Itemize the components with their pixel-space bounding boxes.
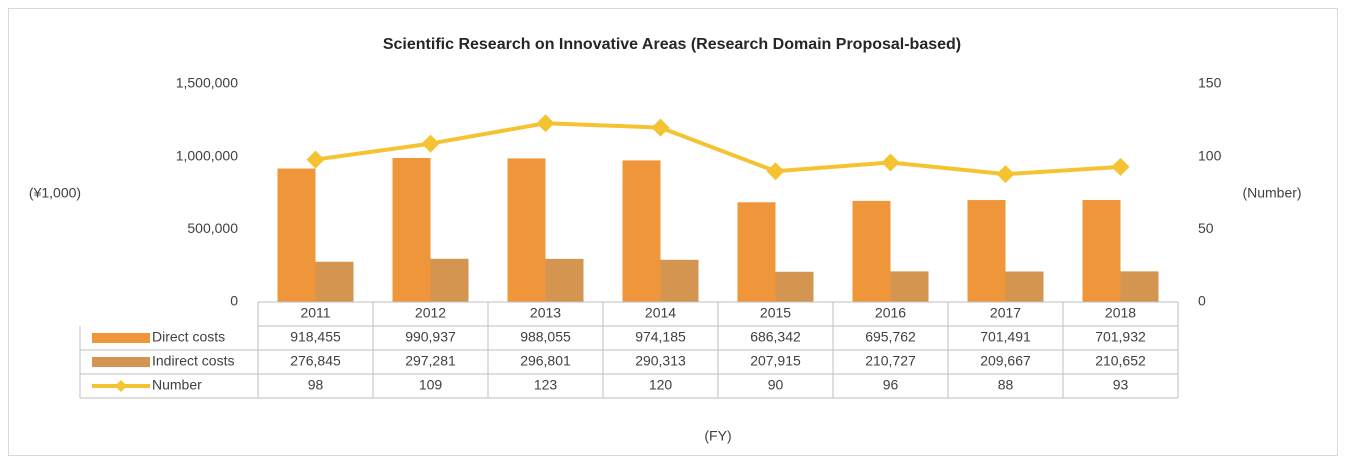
table-value: 123 — [534, 377, 558, 393]
bar — [775, 271, 814, 302]
chart-border — [8, 8, 1338, 456]
line-marker — [766, 162, 785, 181]
table-value: 974,185 — [635, 329, 686, 345]
x-tick-label: 2015 — [760, 305, 791, 321]
bar — [1120, 271, 1159, 302]
bar — [545, 258, 584, 302]
bar — [890, 271, 929, 302]
bar — [392, 157, 431, 302]
x-tick-label: 2011 — [300, 305, 330, 321]
x-tick-label: 2012 — [415, 305, 446, 321]
bar — [967, 200, 1006, 302]
table-value: 296,801 — [520, 353, 571, 369]
table-value: 297,281 — [405, 353, 456, 369]
legend-marker — [115, 380, 127, 392]
line-marker — [1111, 157, 1130, 176]
x-tick-label: 2018 — [1105, 305, 1136, 321]
bar — [1082, 199, 1121, 302]
legend-label: Number — [152, 377, 202, 393]
y2-axis-title: (Number) — [1242, 185, 1301, 201]
y-tick-label: 1,000,000 — [176, 147, 238, 163]
bar — [660, 259, 699, 302]
bar — [737, 202, 776, 302]
table-value: 990,937 — [405, 329, 456, 345]
table-value: 918,455 — [290, 329, 341, 345]
table-value: 90 — [768, 377, 784, 393]
line — [315, 121, 1121, 177]
bar — [315, 261, 354, 302]
table-value: 988,055 — [520, 329, 571, 345]
bar — [277, 168, 316, 302]
y-tick-label: 1,500,000 — [176, 75, 238, 91]
line-marker — [996, 165, 1015, 184]
legend-label: Indirect costs — [152, 353, 234, 369]
x-tick-label: 2013 — [530, 305, 561, 321]
table-value: 109 — [419, 377, 443, 393]
y2-tick-label: 100 — [1198, 147, 1222, 163]
line-marker — [881, 153, 900, 172]
legend-label: Direct costs — [152, 329, 225, 345]
bar — [507, 158, 546, 302]
x-tick-label: 2017 — [990, 305, 1021, 321]
legend-swatch — [92, 357, 150, 367]
x-tick-label: 2016 — [875, 305, 906, 321]
table-value: 120 — [649, 377, 673, 393]
table-value: 210,727 — [865, 353, 916, 369]
table-value: 96 — [883, 377, 899, 393]
bar — [852, 200, 891, 302]
table-value: 93 — [1113, 377, 1129, 393]
chart-title: Scientific Research on Innovative Areas … — [383, 36, 961, 53]
y-tick-label: 500,000 — [187, 220, 238, 236]
y2-tick-label: 0 — [1198, 293, 1206, 309]
bar — [1005, 271, 1044, 302]
table-value: 210,652 — [1095, 353, 1146, 369]
y2-tick-label: 50 — [1198, 220, 1214, 236]
table-value: 98 — [308, 377, 324, 393]
line-marker — [306, 150, 325, 169]
x-axis-title: (FY) — [704, 428, 731, 444]
line-marker — [651, 118, 670, 137]
table-value: 695,762 — [865, 329, 916, 345]
line-marker — [536, 114, 555, 133]
y-tick-label: 0 — [230, 293, 238, 309]
y-axis-title: (¥1,000) — [29, 185, 81, 201]
line-marker — [421, 134, 440, 153]
bar — [622, 160, 661, 302]
legend-swatch — [92, 333, 150, 343]
table-value: 88 — [998, 377, 1014, 393]
table-value: 209,667 — [980, 353, 1031, 369]
table-value: 207,915 — [750, 353, 801, 369]
table-value: 701,491 — [980, 329, 1031, 345]
bar — [430, 258, 469, 302]
table-value: 290,313 — [635, 353, 686, 369]
table-value: 686,342 — [750, 329, 801, 345]
y2-tick-label: 150 — [1198, 75, 1222, 91]
x-tick-label: 2014 — [645, 305, 676, 321]
table-value: 701,932 — [1095, 329, 1146, 345]
table-value: 276,845 — [290, 353, 341, 369]
